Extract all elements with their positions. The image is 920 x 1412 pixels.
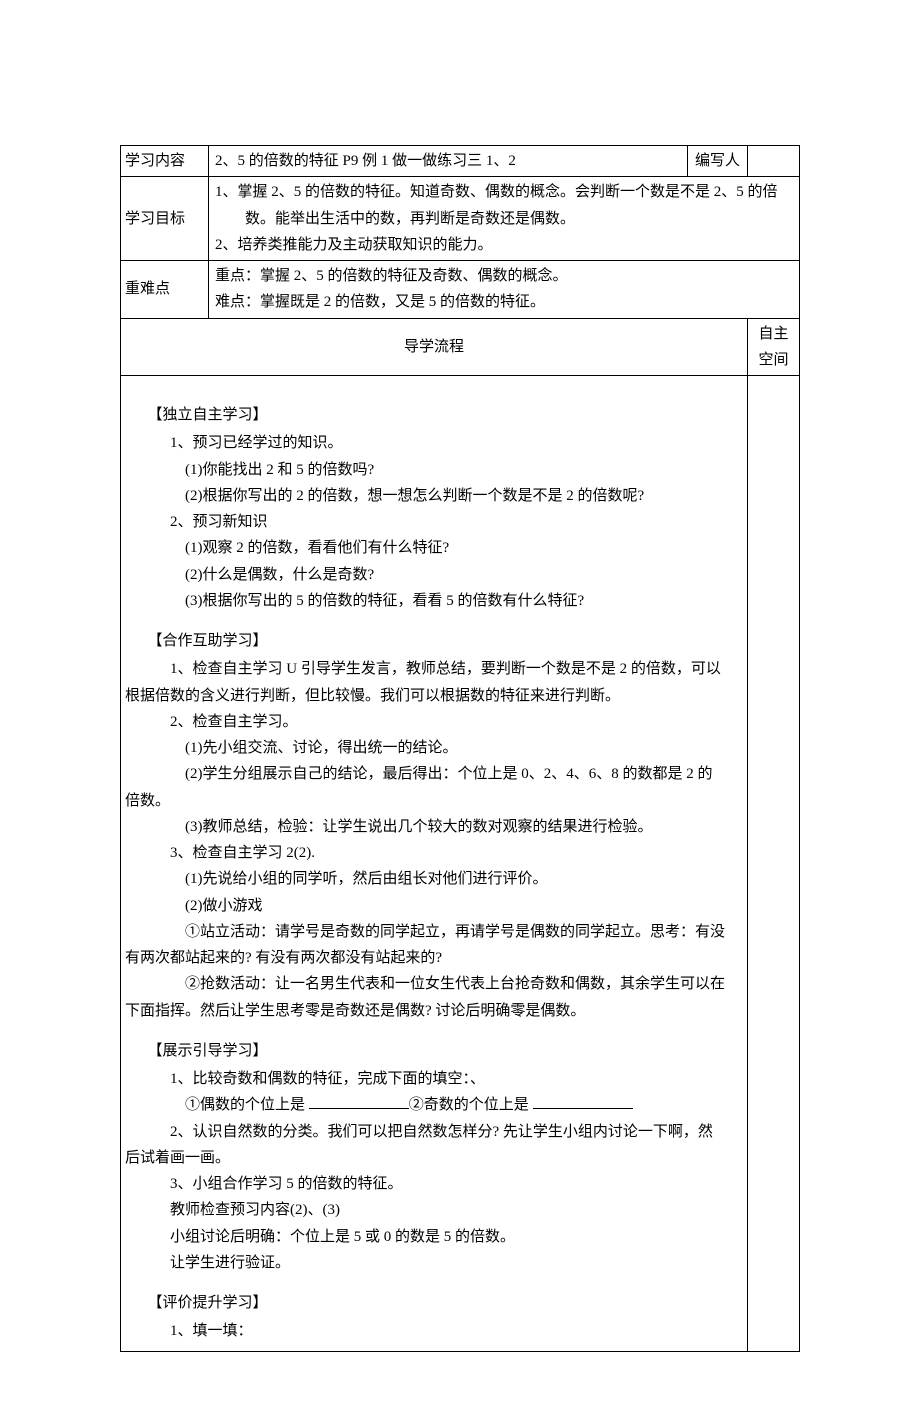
notes-column — [748, 376, 800, 1352]
notes-label: 自主空间 — [748, 318, 800, 376]
s2-g1a: ①站立活动：请学号是奇数的同学起立，再请学号是偶数的同学起立。思考：有没 — [125, 919, 743, 945]
s3-blank-b: ②奇数的个位上是 — [409, 1097, 533, 1113]
target-line-2: 数。能举出生活中的数，再判断是奇数还是偶数。 — [215, 206, 793, 232]
s1-2-3: (3)根据你写出的 5 的倍数的特征，看看 5 的倍数有什么特征? — [125, 588, 743, 614]
s2-p1b: 根据倍数的含义进行判断，但比较慢。我们可以根据数的特征来进行判断。 — [125, 683, 743, 709]
s2-item-2: 2、检查自主学习。 — [125, 709, 743, 735]
section-3-title: 【展示引导学习】 — [125, 1038, 743, 1064]
author-value — [748, 146, 800, 177]
s2-g2b: 下面指挥。然后让学生思考零是奇数还是偶数? 讨论后明确零是偶数。 — [125, 998, 743, 1024]
s3-blank-a: ①偶数的个位上是 — [185, 1097, 309, 1113]
keypoint-value: 重点：掌握 2、5 的倍数的特征及奇数、偶数的概念。 难点：掌握既是 2 的倍数… — [209, 261, 800, 319]
s2-2-2b: 倍数。 — [125, 788, 743, 814]
row-keypoint: 重难点 重点：掌握 2、5 的倍数的特征及奇数、偶数的概念。 难点：掌握既是 2… — [121, 261, 800, 319]
s3-item-3: 3、小组合作学习 5 的倍数的特征。 — [125, 1171, 743, 1197]
blank-1 — [309, 1093, 409, 1110]
s2-p1a: 1、检查自主学习 U 引导学生发言，教师总结，要判断一个数是不是 2 的倍数，可… — [125, 656, 743, 682]
target-line-1: 1、掌握 2、5 的倍数的特征。知道奇数、偶数的概念。会判断一个数是不是 2、5… — [215, 179, 793, 205]
s1-1-1: (1)你能找出 2 和 5 的倍数吗? — [125, 457, 743, 483]
s2-item-3: 3、检查自主学习 2(2). — [125, 840, 743, 866]
author-label: 编写人 — [688, 146, 748, 177]
keypoint-line-1: 重点：掌握 2、5 的倍数的特征及奇数、偶数的概念。 — [215, 263, 793, 289]
flow-content: 【独立自主学习】 1、预习已经学过的知识。 (1)你能找出 2 和 5 的倍数吗… — [121, 376, 748, 1352]
row-study-target: 学习目标 1、掌握 2、5 的倍数的特征。知道奇数、偶数的概念。会判断一个数是不… — [121, 177, 800, 261]
s2-2-3: (3)教师总结，检验：让学生说出几个较大的数对观察的结果进行检验。 — [125, 814, 743, 840]
s3-2b: 后试着画一画。 — [125, 1145, 743, 1171]
s1-2-1: (1)观察 2 的倍数，看看他们有什么特征? — [125, 535, 743, 561]
s2-g1b: 有两次都站起来的? 有没有两次都没有站起来的? — [125, 945, 743, 971]
s3-2a: 2、认识自然数的分类。我们可以把自然数怎样分? 先让学生小组内讨论一下啊，然 — [125, 1119, 743, 1145]
blank-2 — [533, 1093, 633, 1110]
keypoint-label: 重难点 — [121, 261, 209, 319]
keypoint-line-2: 难点：掌握既是 2 的倍数，又是 5 的倍数的特征。 — [215, 289, 793, 315]
study-target-value: 1、掌握 2、5 的倍数的特征。知道奇数、偶数的概念。会判断一个数是不是 2、5… — [209, 177, 800, 261]
s1-2-2: (2)什么是偶数，什么是奇数? — [125, 562, 743, 588]
s1-item-1: 1、预习已经学过的知识。 — [125, 430, 743, 456]
lesson-plan-table: 学习内容 2、5 的倍数的特征 P9 例 1 做一做练习三 1、2 编写人 学习… — [120, 145, 800, 1352]
s3-3a: 教师检查预习内容(2)、(3) — [125, 1197, 743, 1223]
s2-g2a: ②抢数活动：让一名男生代表和一位女生代表上台抢奇数和偶数，其余学生可以在 — [125, 971, 743, 997]
study-content-label: 学习内容 — [121, 146, 209, 177]
section-1-title: 【独立自主学习】 — [125, 402, 743, 428]
s2-2-2a: (2)学生分组展示自己的结论，最后得出：个位上是 0、2、4、6、8 的数都是 … — [125, 761, 743, 787]
row-flow-body: 【独立自主学习】 1、预习已经学过的知识。 (1)你能找出 2 和 5 的倍数吗… — [121, 376, 800, 1352]
row-flow-header: 导学流程 自主空间 — [121, 318, 800, 376]
s3-blank-line: ①偶数的个位上是 ②奇数的个位上是 — [125, 1092, 743, 1118]
study-target-label: 学习目标 — [121, 177, 209, 261]
s4-item-1: 1、填一填： — [125, 1318, 743, 1344]
study-content-value: 2、5 的倍数的特征 P9 例 1 做一做练习三 1、2 — [209, 146, 688, 177]
s3-3b: 小组讨论后明确：个位上是 5 或 0 的数是 5 的倍数。 — [125, 1224, 743, 1250]
flow-label: 导学流程 — [121, 318, 748, 376]
section-2-title: 【合作互助学习】 — [125, 628, 743, 654]
s3-item-1: 1、比较奇数和偶数的特征，完成下面的填空：、 — [125, 1066, 743, 1092]
s1-1-2: (2)根据你写出的 2 的倍数，想一想怎么判断一个数是不是 2 的倍数呢? — [125, 483, 743, 509]
s2-2-1: (1)先小组交流、讨论，得出统一的结论。 — [125, 735, 743, 761]
s3-3c: 让学生进行验证。 — [125, 1250, 743, 1276]
section-4-title: 【评价提升学习】 — [125, 1290, 743, 1316]
row-study-content: 学习内容 2、5 的倍数的特征 P9 例 1 做一做练习三 1、2 编写人 — [121, 146, 800, 177]
target-line-3: 2、培养类推能力及主动获取知识的能力。 — [215, 232, 793, 258]
s2-3-2: (2)做小游戏 — [125, 893, 743, 919]
s1-item-2: 2、预习新知识 — [125, 509, 743, 535]
s2-3-1: (1)先说给小组的同学听，然后由组长对他们进行评价。 — [125, 866, 743, 892]
